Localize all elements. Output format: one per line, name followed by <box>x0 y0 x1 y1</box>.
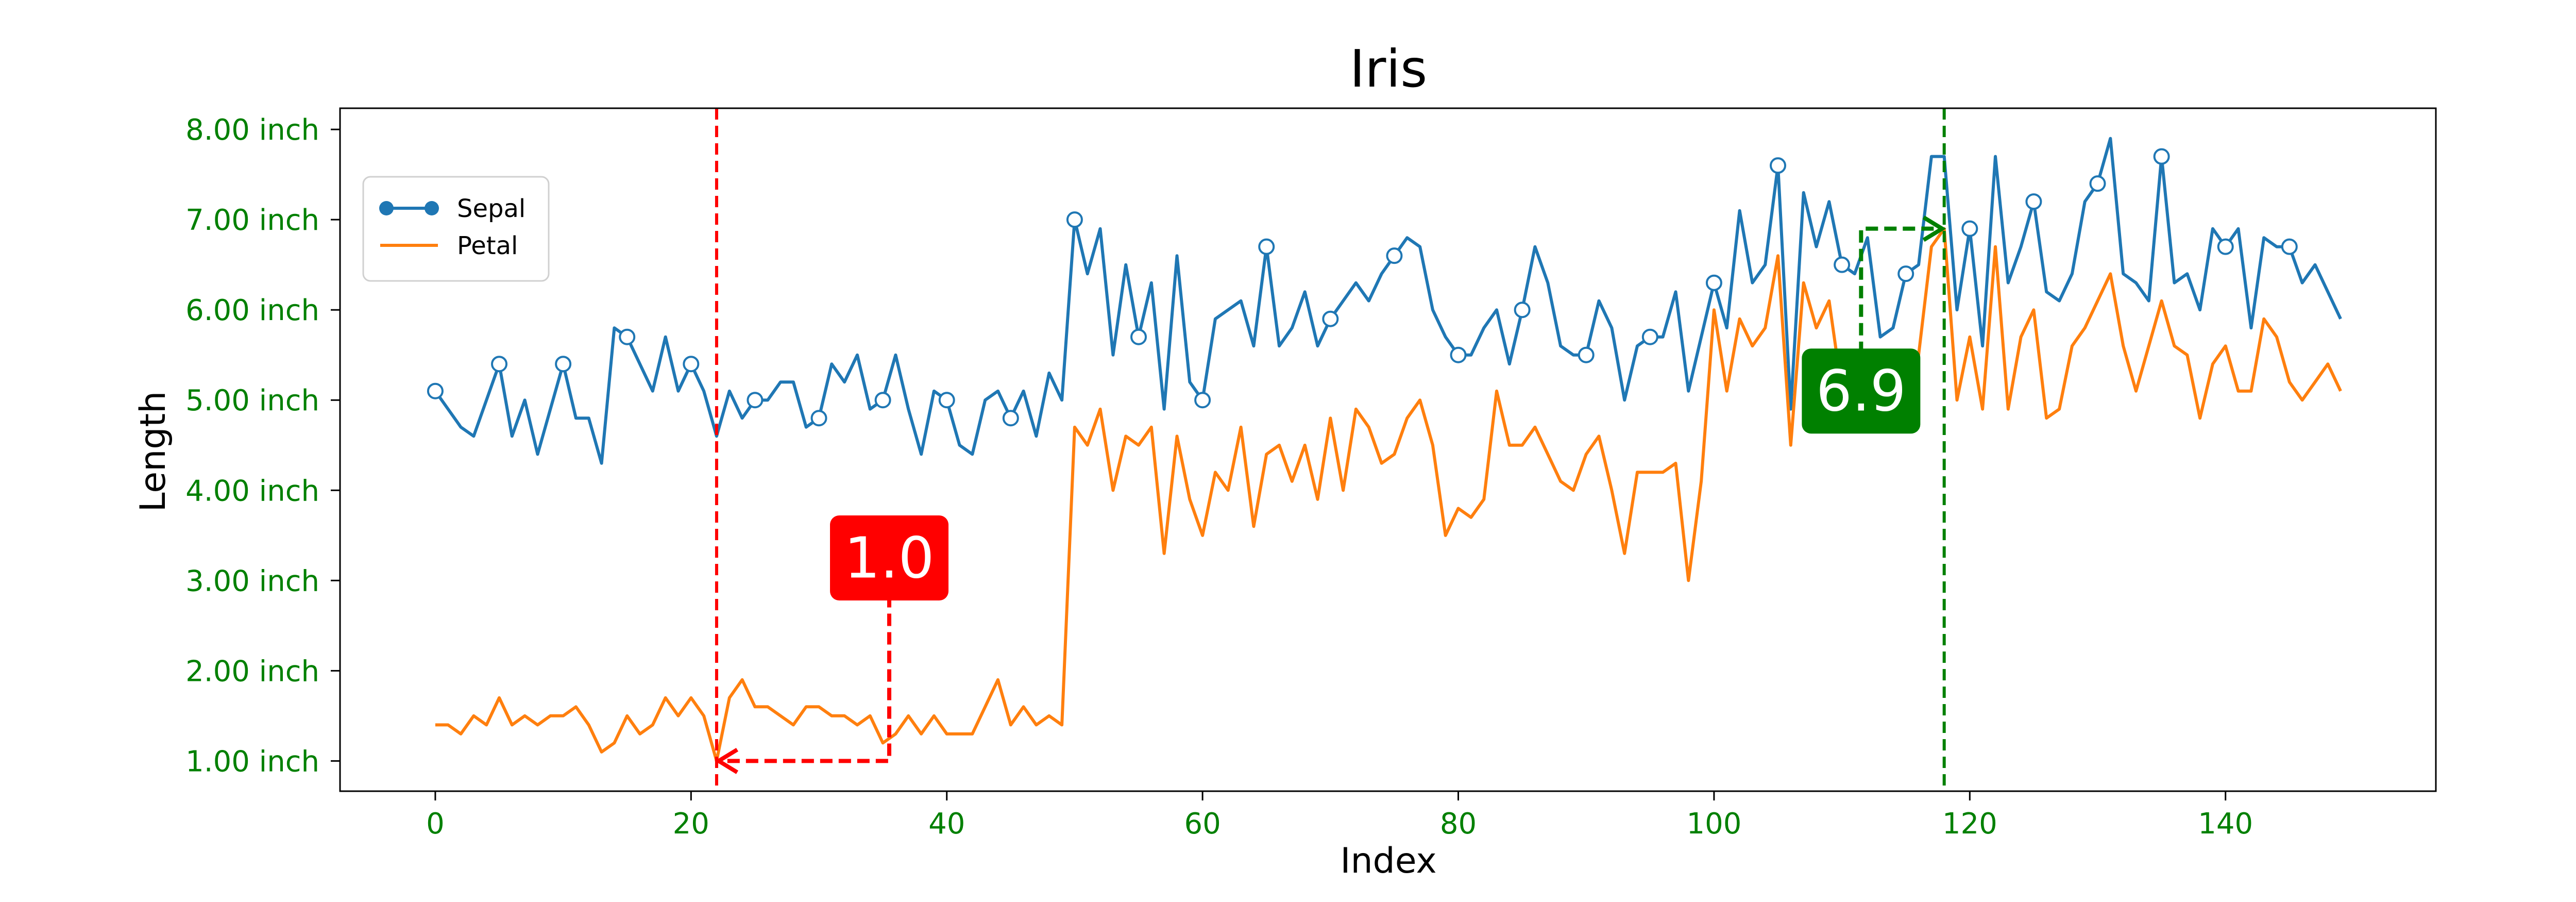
axes: 0 20 40 60 80 100 120 140 1.00 inch 2.00 inch 3.00… <box>185 107 2437 841</box>
legend-marker-end <box>425 201 439 215</box>
x-tick-label-20: 20 <box>673 807 709 841</box>
x-tick-label-80: 80 <box>1440 807 1477 841</box>
x-tick-label-120: 120 <box>1942 807 1997 841</box>
y-tick-label-3: 3.00 inch <box>185 564 319 598</box>
data-point-sepal-100 <box>1705 274 1722 291</box>
y-tick-label-4: 4.00 inch <box>185 474 319 508</box>
data-point-sepal-70 <box>1322 310 1339 327</box>
y-tick-label-5: 5.00 inch <box>185 384 319 417</box>
y-axis-label: Length <box>133 391 174 512</box>
data-point-sepal-45 <box>1002 410 1019 427</box>
data-point-sepal-125 <box>2025 193 2042 210</box>
data-point-sepal-30 <box>810 410 827 427</box>
data-point-sepal-5 <box>491 356 508 373</box>
y-tick-label-8: 8.00 inch <box>185 113 319 147</box>
data-point-sepal-110 <box>1834 256 1851 273</box>
legend-frame <box>362 176 550 282</box>
data-point-sepal-10 <box>555 356 572 373</box>
data-point-sepal-105 <box>1770 157 1787 174</box>
x-tick-label-0: 0 <box>426 807 445 841</box>
legend: Sepal Petal <box>362 176 550 282</box>
data-point-sepal-75 <box>1386 247 1403 264</box>
y-tick-label-7: 7.00 inch <box>185 204 319 237</box>
x-tick-label-140: 140 <box>2198 807 2253 841</box>
plot-area: 1.0 6.9 <box>427 108 2342 791</box>
x-tick-label-100: 100 <box>1686 807 1741 841</box>
data-point-sepal-65 <box>1258 238 1275 255</box>
axes-frame <box>339 107 2437 792</box>
data-point-sepal-35 <box>874 392 891 409</box>
data-point-sepal-80 <box>1450 346 1467 363</box>
series-line-petal <box>435 227 2342 763</box>
x-tick-label-40: 40 <box>928 807 965 841</box>
x-tick-label-60: 60 <box>1184 807 1221 841</box>
y-tick-label-6: 6.00 inch <box>185 294 319 327</box>
data-point-sepal-15 <box>619 328 636 345</box>
data-point-sepal-130 <box>2089 175 2106 192</box>
x-axis-label: Index <box>1340 841 1436 881</box>
data-point-sepal-20 <box>683 356 700 373</box>
legend-label-petal: Petal <box>457 231 518 260</box>
annotation-arrowhead-1 <box>1922 215 1946 242</box>
annotation-arrowhead-0 <box>715 747 739 774</box>
annotation-box-0 <box>830 515 949 601</box>
data-point-sepal-0 <box>427 382 444 399</box>
data-point-sepal-55 <box>1130 328 1147 345</box>
y-tick-label-1: 1.00 inch <box>185 745 319 778</box>
annotation-label-1: 6.9 <box>1816 358 1906 424</box>
data-point-sepal-25 <box>747 392 764 409</box>
data-point-sepal-135 <box>2153 148 2170 165</box>
data-point-sepal-145 <box>2281 238 2298 255</box>
annotation-label-0: 1.0 <box>844 525 935 591</box>
data-point-sepal-140 <box>2217 238 2234 255</box>
data-point-sepal-120 <box>1961 220 1978 237</box>
legend-marker-start <box>379 201 394 215</box>
annotation-box-1 <box>1802 348 1921 434</box>
data-point-sepal-115 <box>1897 265 1914 282</box>
annotation-arrow-0 <box>724 558 892 763</box>
data-point-sepal-40 <box>938 392 955 409</box>
data-point-sepal-85 <box>1514 302 1531 319</box>
data-point-sepal-90 <box>1578 346 1595 363</box>
data-point-sepal-50 <box>1066 211 1083 228</box>
data-point-sepal-60 <box>1194 392 1211 409</box>
annotation-arrow-1 <box>1859 226 1936 391</box>
y-tick-label-2: 2.00 inch <box>185 655 319 688</box>
data-point-sepal-95 <box>1641 328 1658 345</box>
chart-title: Iris <box>1350 39 1428 99</box>
legend-label-sepal: Sepal <box>457 194 526 223</box>
